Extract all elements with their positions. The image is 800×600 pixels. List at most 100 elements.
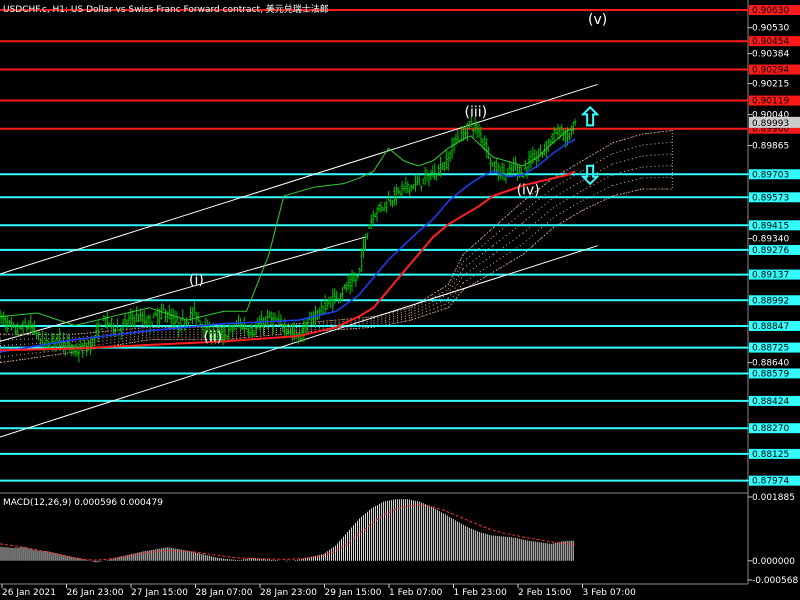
macd-tick-label: 0.000000 xyxy=(752,557,795,567)
arrow-down-icon xyxy=(580,164,600,186)
price-tick-label: 0.89865 xyxy=(752,142,789,152)
cyan-level-label-bg xyxy=(749,169,800,180)
cloud-hatch xyxy=(447,275,464,299)
cyan-level-label: 0.88125 xyxy=(752,450,789,460)
cloud-hatch xyxy=(410,307,449,321)
cloud-hatch xyxy=(612,133,643,144)
current-price-label-bg xyxy=(749,117,800,128)
cyan-level-label: 0.88992 xyxy=(752,296,789,306)
cloud-hatch xyxy=(642,165,673,168)
time-tick-label: 29 Jan 15:00 xyxy=(325,588,382,598)
cloud-hatch xyxy=(410,293,449,314)
red-level-label: 0.90119 xyxy=(752,97,789,107)
cloud-hatch xyxy=(522,217,554,245)
cloud-hatch xyxy=(224,330,299,338)
cloud-hatch xyxy=(224,332,299,341)
cloud-hatch xyxy=(552,209,583,229)
cloud-hatch xyxy=(552,199,583,219)
red-level-label-bg xyxy=(749,36,800,47)
cyan-level-label-bg xyxy=(749,269,800,280)
cyan-level-label: 0.88725 xyxy=(752,344,789,354)
price-tick-label: 0.88640 xyxy=(752,359,789,369)
cloud-hatch xyxy=(582,195,613,211)
red-level-label-bg xyxy=(749,64,800,75)
cloud-hatch xyxy=(462,236,494,263)
gridlines xyxy=(0,0,749,585)
cyan-level-label: 0.87974 xyxy=(752,477,789,487)
cloud-hatch xyxy=(224,326,299,333)
price-tick-label: 0.90384 xyxy=(752,50,789,60)
cyan-level-label: 0.88847 xyxy=(752,322,789,332)
cloud-hatch xyxy=(0,340,75,347)
chart-title: USDCHF.c, H1: US Dollar vs Swiss Franc F… xyxy=(3,5,329,15)
cloud-hatch xyxy=(224,328,299,336)
arrow-up-icon xyxy=(580,105,600,127)
cyan-level-label-bg xyxy=(749,295,800,306)
cyan-level-label: 0.89137 xyxy=(752,271,789,281)
wave-label: (iv) xyxy=(517,182,540,198)
ma-green-line xyxy=(0,128,576,326)
cyan-level-label-bg xyxy=(749,192,800,203)
price-bars xyxy=(0,115,577,363)
macd-signal-line xyxy=(0,504,576,561)
price-tick-label: 0.89340 xyxy=(752,235,789,245)
cyan-level-label: 0.89573 xyxy=(752,193,789,203)
cloud-hatch xyxy=(410,302,449,319)
cloud-hatch xyxy=(298,326,374,334)
cyan-level-label-bg xyxy=(749,395,800,406)
cyan-level-label-bg xyxy=(749,448,800,459)
cloud-hatch xyxy=(0,347,75,358)
cloud-hatch xyxy=(612,177,643,186)
price-tick-label: 0.90530 xyxy=(752,24,789,34)
cloud-hatch xyxy=(522,197,554,224)
channel-upper-line xyxy=(0,83,598,275)
cyan-level-label: 0.89415 xyxy=(752,221,789,231)
price-tick-label: 0.90215 xyxy=(752,80,789,90)
time-tick-label: 3 Feb 07:00 xyxy=(583,588,637,598)
cloud-hatch xyxy=(224,324,299,331)
trend-channel[interactable] xyxy=(0,83,598,438)
cloud-hatch xyxy=(582,153,613,171)
time-tick-label: 26 Jan 2021 xyxy=(2,588,56,598)
cloud-hatch xyxy=(74,331,150,342)
red-level-label: 0.90454 xyxy=(752,37,789,47)
cloud-hatch xyxy=(410,298,449,316)
cyan-level-label-bg xyxy=(749,342,800,353)
red-level-label-bg xyxy=(749,95,800,106)
cloud-hatch xyxy=(522,207,554,234)
price-axis: 0.90530 0.90384 0.90215 0.90040 0.89865 0.897… xyxy=(748,5,800,487)
cloud-hatch xyxy=(582,174,613,191)
cloud-hatch xyxy=(552,170,583,189)
cloud-hatch xyxy=(0,351,75,364)
cloud-hatch xyxy=(492,254,524,273)
red-level-label: 0.90630 xyxy=(752,6,789,16)
cloud-hatch xyxy=(74,326,150,335)
cloud-hatch xyxy=(582,142,613,162)
cyan-level-label-bg xyxy=(749,368,800,379)
cyan-level-label: 0.88424 xyxy=(752,397,789,407)
cyan-level-label-bg xyxy=(749,423,800,434)
wave-labels: (i) (ii) (iii) (iv) (v) xyxy=(189,12,607,345)
time-tick-label: 28 Jan 07:00 xyxy=(196,588,253,598)
cloud-hatch xyxy=(447,254,464,285)
cloud-hatch xyxy=(410,284,449,309)
wave-label: (ii) xyxy=(204,329,223,345)
cyan-level-label: 0.88579 xyxy=(752,369,789,379)
horizontal-levels[interactable] xyxy=(0,9,748,482)
cloud-hatch xyxy=(74,336,150,349)
current-price-label: 0.89993 xyxy=(752,119,789,129)
cyan-level-label-bg xyxy=(749,220,800,231)
time-tick-label: 2 Feb 15:00 xyxy=(518,588,572,598)
cloud-hatch xyxy=(582,163,613,181)
wave-label: (iii) xyxy=(465,104,488,120)
cloud-hatch xyxy=(74,329,150,339)
ma-red-line xyxy=(0,170,576,352)
time-tick-label: 1 Feb 23:00 xyxy=(454,588,508,598)
cloud-hatch xyxy=(492,211,524,238)
red-level-label-bg xyxy=(749,5,800,15)
cloud-hatch xyxy=(552,180,583,199)
cloud-hatch xyxy=(492,232,524,255)
wave-label: (v) xyxy=(588,12,607,28)
cloud-hatch xyxy=(462,254,494,277)
